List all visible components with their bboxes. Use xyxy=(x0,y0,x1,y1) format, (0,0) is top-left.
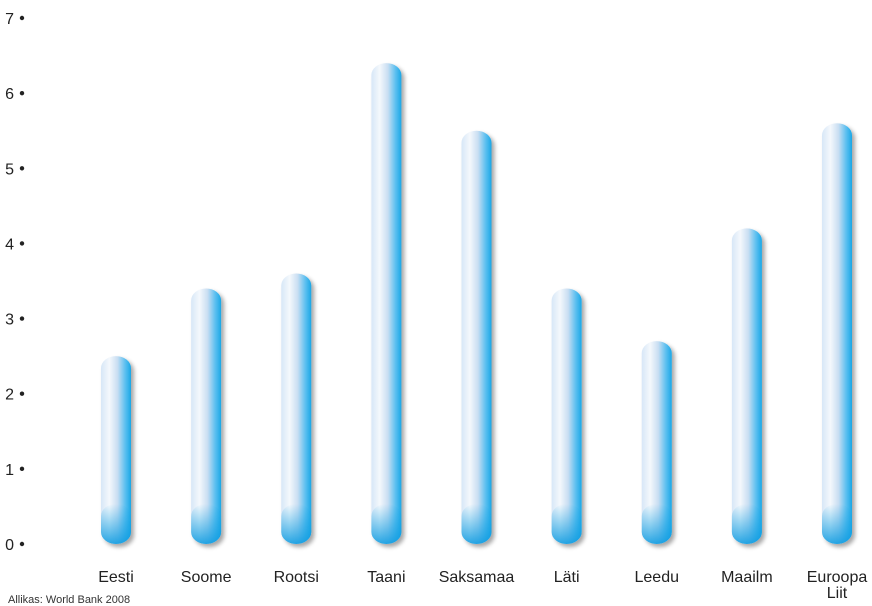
y-tick-label: 5 xyxy=(5,161,14,178)
bar-base xyxy=(461,504,492,544)
bar xyxy=(731,228,762,544)
x-category-label: Eesti xyxy=(98,569,134,586)
x-category-label: Läti xyxy=(554,569,580,586)
y-tick-label: 4 xyxy=(5,236,14,253)
bar xyxy=(822,123,852,544)
x-category-label-line: Liit xyxy=(827,585,848,602)
bars xyxy=(101,63,852,544)
bar-base xyxy=(641,504,672,544)
bar-body xyxy=(101,356,131,544)
bar-body xyxy=(371,63,402,544)
x-category-label-line: Euroopa xyxy=(807,569,868,586)
x-axis: Eesti Soome Rootsi Taani Saksamaa Läti Leedu Ma… xyxy=(98,569,867,602)
y-tick-mark xyxy=(19,391,25,396)
x-category-label: Saksamaa xyxy=(439,569,515,586)
y-tick-mark xyxy=(19,15,25,21)
x-category-label: Leedu xyxy=(635,569,680,586)
bar xyxy=(461,130,492,544)
bar-base xyxy=(191,504,222,544)
source-note: Allikas: World Bank 2008 xyxy=(8,594,130,606)
bar xyxy=(371,63,402,544)
bar xyxy=(641,341,672,544)
y-tick-label: 1 xyxy=(5,462,14,479)
bar-base xyxy=(371,504,402,544)
y-tick-mark xyxy=(19,316,25,321)
y-tick-label: 6 xyxy=(5,86,14,103)
y-tick-label: 7 xyxy=(5,11,14,28)
y-tick-label: 2 xyxy=(5,387,14,404)
bar-body xyxy=(731,228,762,544)
bar-body xyxy=(281,273,312,544)
bar-body xyxy=(191,288,222,544)
bar-base xyxy=(822,504,852,544)
bar-body xyxy=(551,288,582,544)
bar-base xyxy=(551,504,582,544)
bar xyxy=(101,356,131,544)
x-category-label: Rootsi xyxy=(274,569,319,586)
bar-base xyxy=(731,504,762,544)
x-category-label: Euroopa Liit xyxy=(807,569,868,602)
bar-body xyxy=(461,130,492,544)
bar-body xyxy=(641,341,672,544)
y-tick-mark xyxy=(19,241,25,246)
x-category-label: Maailm xyxy=(721,569,773,586)
y-tick-mark xyxy=(19,90,25,96)
bar xyxy=(281,273,312,544)
y-tick-mark xyxy=(19,466,25,472)
bar xyxy=(551,288,582,544)
y-tick-label: 0 xyxy=(5,537,14,554)
bar-base xyxy=(101,504,131,544)
y-tick-mark xyxy=(19,166,25,171)
y-axis: 0 1 2 3 4 5 6 7 xyxy=(5,11,25,554)
x-category-label: Taani xyxy=(367,569,405,586)
x-category-label: Soome xyxy=(181,569,232,586)
y-tick-label: 3 xyxy=(5,312,14,329)
bar-base xyxy=(281,504,312,544)
bar xyxy=(191,288,222,544)
bar-body xyxy=(822,123,852,544)
y-tick-mark xyxy=(19,541,25,547)
